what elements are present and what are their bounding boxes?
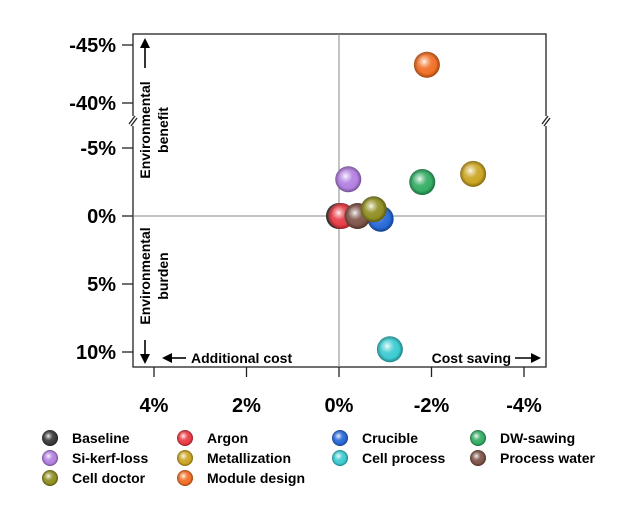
legend: Baseline Argon Crucible DW-sawing Si-kerf-lo… xyxy=(42,430,595,486)
legend-marker-argon xyxy=(177,430,193,446)
legend-marker-metallization xyxy=(177,450,193,466)
legend-label-cell-doctor: Cell doctor xyxy=(72,470,146,486)
additional-cost-label: Additional cost xyxy=(191,350,292,366)
benefit-arrowhead xyxy=(140,38,150,48)
y-tick-label-upper-1: -45% xyxy=(69,35,116,57)
legend-label-si-kerf-loss: Si-kerf-loss xyxy=(72,450,148,466)
legend-item-module-design: Module design xyxy=(177,470,305,486)
legend-item-process-water: Process water xyxy=(470,450,595,466)
environmental-burden-annotation: Environmental burden xyxy=(137,227,171,364)
burden-label-line2: burden xyxy=(155,252,171,299)
y-axis-break-right xyxy=(541,115,551,127)
legend-marker-si-kerf-loss xyxy=(42,450,58,466)
legend-item-dw-sawing: DW-sawing xyxy=(470,430,575,446)
point-dw-sawing xyxy=(409,169,436,195)
y-tick-label-upper-0: -40% xyxy=(69,93,116,115)
legend-marker-cell-doctor xyxy=(42,470,58,486)
benefit-label-line2: benefit xyxy=(155,107,171,153)
legend-marker-dw-sawing xyxy=(470,430,486,446)
x-tick-label-4: -4% xyxy=(506,395,542,417)
legend-item-argon: Argon xyxy=(177,430,248,446)
x-tick-label-3: -2% xyxy=(414,395,450,417)
legend-item-baseline: Baseline xyxy=(42,430,130,446)
legend-label-process-water: Process water xyxy=(500,450,595,466)
y-axis-ticks: 10% 5% 0% -5% -40% -45% xyxy=(69,35,133,364)
y-tick-label-lower-2: 0% xyxy=(87,206,116,228)
point-metallization xyxy=(460,160,487,187)
legend-label-baseline: Baseline xyxy=(72,430,130,446)
burden-arrowhead xyxy=(140,354,150,364)
data-points xyxy=(326,51,487,363)
x-tick-label-1: 2% xyxy=(232,395,261,417)
x-tick-label-2: 0% xyxy=(325,395,354,417)
legend-label-dw-sawing: DW-sawing xyxy=(500,430,575,446)
y-tick-label-lower-3: -5% xyxy=(80,138,116,160)
legend-item-crucible: Crucible xyxy=(332,430,418,446)
y-tick-label-lower-0: 10% xyxy=(76,342,116,364)
legend-label-cell-process: Cell process xyxy=(362,450,445,466)
benefit-label-line1: Environmental xyxy=(137,81,153,178)
cost-saving-annotation: Cost saving xyxy=(432,350,541,366)
legend-marker-cell-process xyxy=(332,450,348,466)
x-tick-label-0: 4% xyxy=(140,395,169,417)
legend-label-module-design: Module design xyxy=(207,470,305,486)
point-cell-process xyxy=(376,336,403,363)
legend-marker-process-water xyxy=(470,450,486,466)
legend-item-si-kerf-loss: Si-kerf-loss xyxy=(42,450,148,466)
legend-label-crucible: Crucible xyxy=(362,430,418,446)
point-module-design xyxy=(413,51,440,78)
additional-cost-arrowhead xyxy=(162,353,172,363)
legend-item-metallization: Metallization xyxy=(177,450,291,466)
legend-marker-module-design xyxy=(177,470,193,486)
environmental-benefit-annotation: Environmental benefit xyxy=(137,38,171,179)
y-axis-break-left xyxy=(128,115,138,127)
legend-label-metallization: Metallization xyxy=(207,450,291,466)
legend-marker-crucible xyxy=(332,430,348,446)
point-cell-doctor xyxy=(360,196,387,223)
additional-cost-annotation: Additional cost xyxy=(162,350,292,366)
burden-label-line1: Environmental xyxy=(137,227,153,324)
y-tick-label-lower-1: 5% xyxy=(87,274,116,296)
point-si-kerf-loss xyxy=(335,166,362,193)
cost-saving-arrowhead xyxy=(531,353,541,363)
legend-label-argon: Argon xyxy=(207,430,248,446)
cost-saving-label: Cost saving xyxy=(432,350,511,366)
legend-marker-baseline xyxy=(42,430,58,446)
x-axis-ticks: 4% 2% 0% -2% -4% xyxy=(140,367,542,417)
legend-item-cell-doctor: Cell doctor xyxy=(42,470,146,486)
legend-item-cell-process: Cell process xyxy=(332,450,445,466)
